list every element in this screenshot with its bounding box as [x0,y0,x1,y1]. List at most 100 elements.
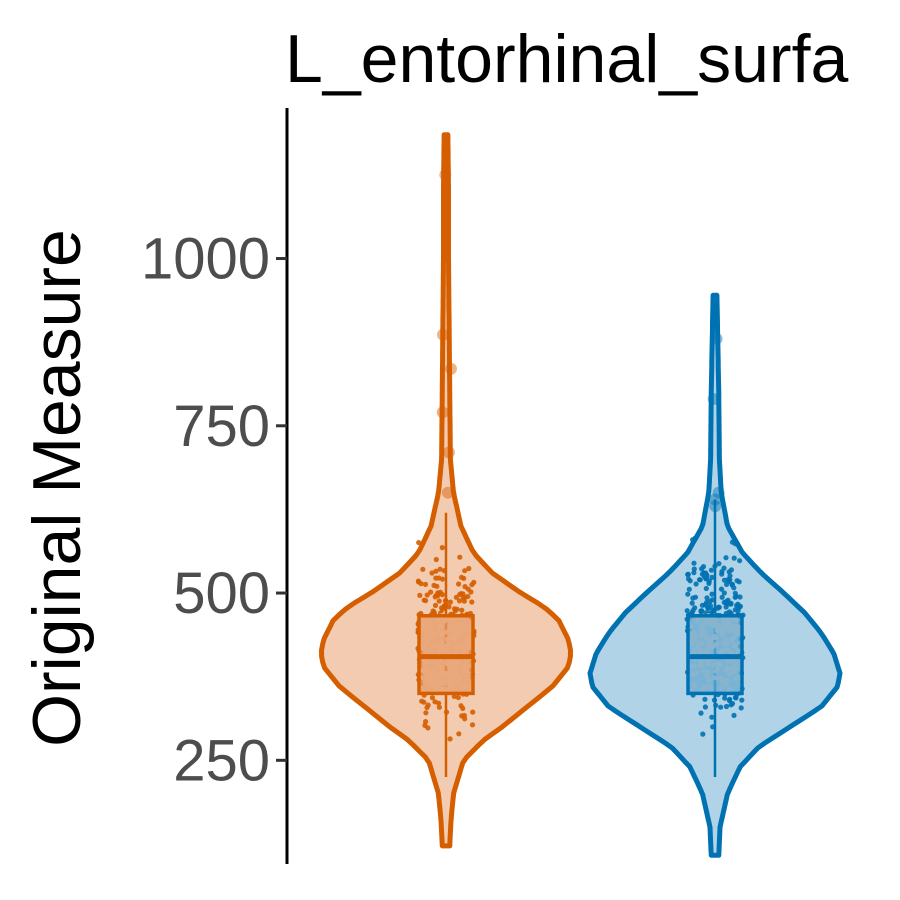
data-point [692,594,699,600]
data-point [706,580,712,587]
data-point [417,592,423,599]
data-point [443,597,449,603]
data-point [431,582,437,589]
data-point [469,722,476,728]
data-point [456,581,462,587]
data-point [425,725,431,731]
data-point [735,601,741,607]
data-point [431,609,437,615]
data-point [713,702,719,708]
data-point [723,703,730,710]
violin-group [587,292,843,858]
data-point [457,554,463,560]
outlier-point [442,446,455,459]
data-point [731,585,737,591]
data-point [455,694,461,701]
data-point [439,545,445,551]
outlier-point [709,500,722,513]
violin-group [319,132,573,849]
data-point [461,575,467,582]
data-point [462,716,468,722]
data-point [718,704,724,710]
data-point [689,600,695,606]
data-point [702,696,708,702]
data-point [452,606,458,612]
data-point [447,599,453,605]
data-point [469,582,475,588]
data-point [415,578,421,584]
outlier-point [436,328,449,341]
data-point [719,569,725,575]
data-point [685,591,691,597]
data-point [429,570,435,576]
data-point [458,703,464,709]
data-point [737,558,743,564]
data-point [691,560,697,566]
data-point [423,719,429,725]
data-point [709,591,715,597]
data-point [723,555,729,561]
data-point [419,698,425,704]
data-point [709,597,716,603]
data-point [437,566,443,572]
data-point [705,605,711,612]
data-point [699,571,706,577]
data-point [456,598,463,604]
data-point [439,606,446,612]
data-point [691,566,697,572]
data-point [721,590,727,596]
data-point [738,705,744,711]
data-point [716,561,722,567]
data-point [466,565,472,572]
data-point [425,702,431,708]
data-point [433,556,439,563]
data-point [436,704,442,710]
data-point [428,589,434,595]
y-tick-label: 1000 [141,227,270,292]
data-point [721,577,728,583]
outlier-point [436,406,449,419]
data-point [704,595,710,601]
data-point [712,563,718,569]
data-point [732,541,738,547]
y-axis-label: Original Measure [19,229,95,747]
data-point [456,731,462,737]
data-point [716,604,722,610]
data-point [699,602,706,608]
data-point [423,710,429,716]
data-point [708,567,715,573]
data-point [465,586,471,592]
data-point [416,540,422,546]
outlier-point [710,332,723,345]
data-point [698,710,704,716]
violin-plot-area [319,132,843,858]
data-point [469,599,475,605]
data-point [731,555,737,561]
data-point [693,581,699,587]
data-point [441,568,447,574]
data-point [422,581,429,588]
data-point [447,736,453,742]
data-point [687,578,693,584]
data-point [731,712,737,719]
data-point [432,602,439,609]
data-point [439,576,446,582]
data-point [710,724,716,730]
data-point [461,598,467,604]
data-point [709,714,715,720]
chart-title: L_entorhinal_surfa [285,21,848,97]
data-point [692,535,698,542]
outlier-point [439,168,452,181]
outlier-point [441,486,454,499]
data-point [718,586,725,592]
y-tick-label: 250 [173,728,270,793]
data-point [686,586,692,592]
data-point [465,593,471,600]
data-point [711,697,718,703]
data-point [732,590,738,596]
data-point [443,709,450,715]
data-point [433,568,439,574]
data-point [429,695,435,701]
data-point [436,598,442,604]
